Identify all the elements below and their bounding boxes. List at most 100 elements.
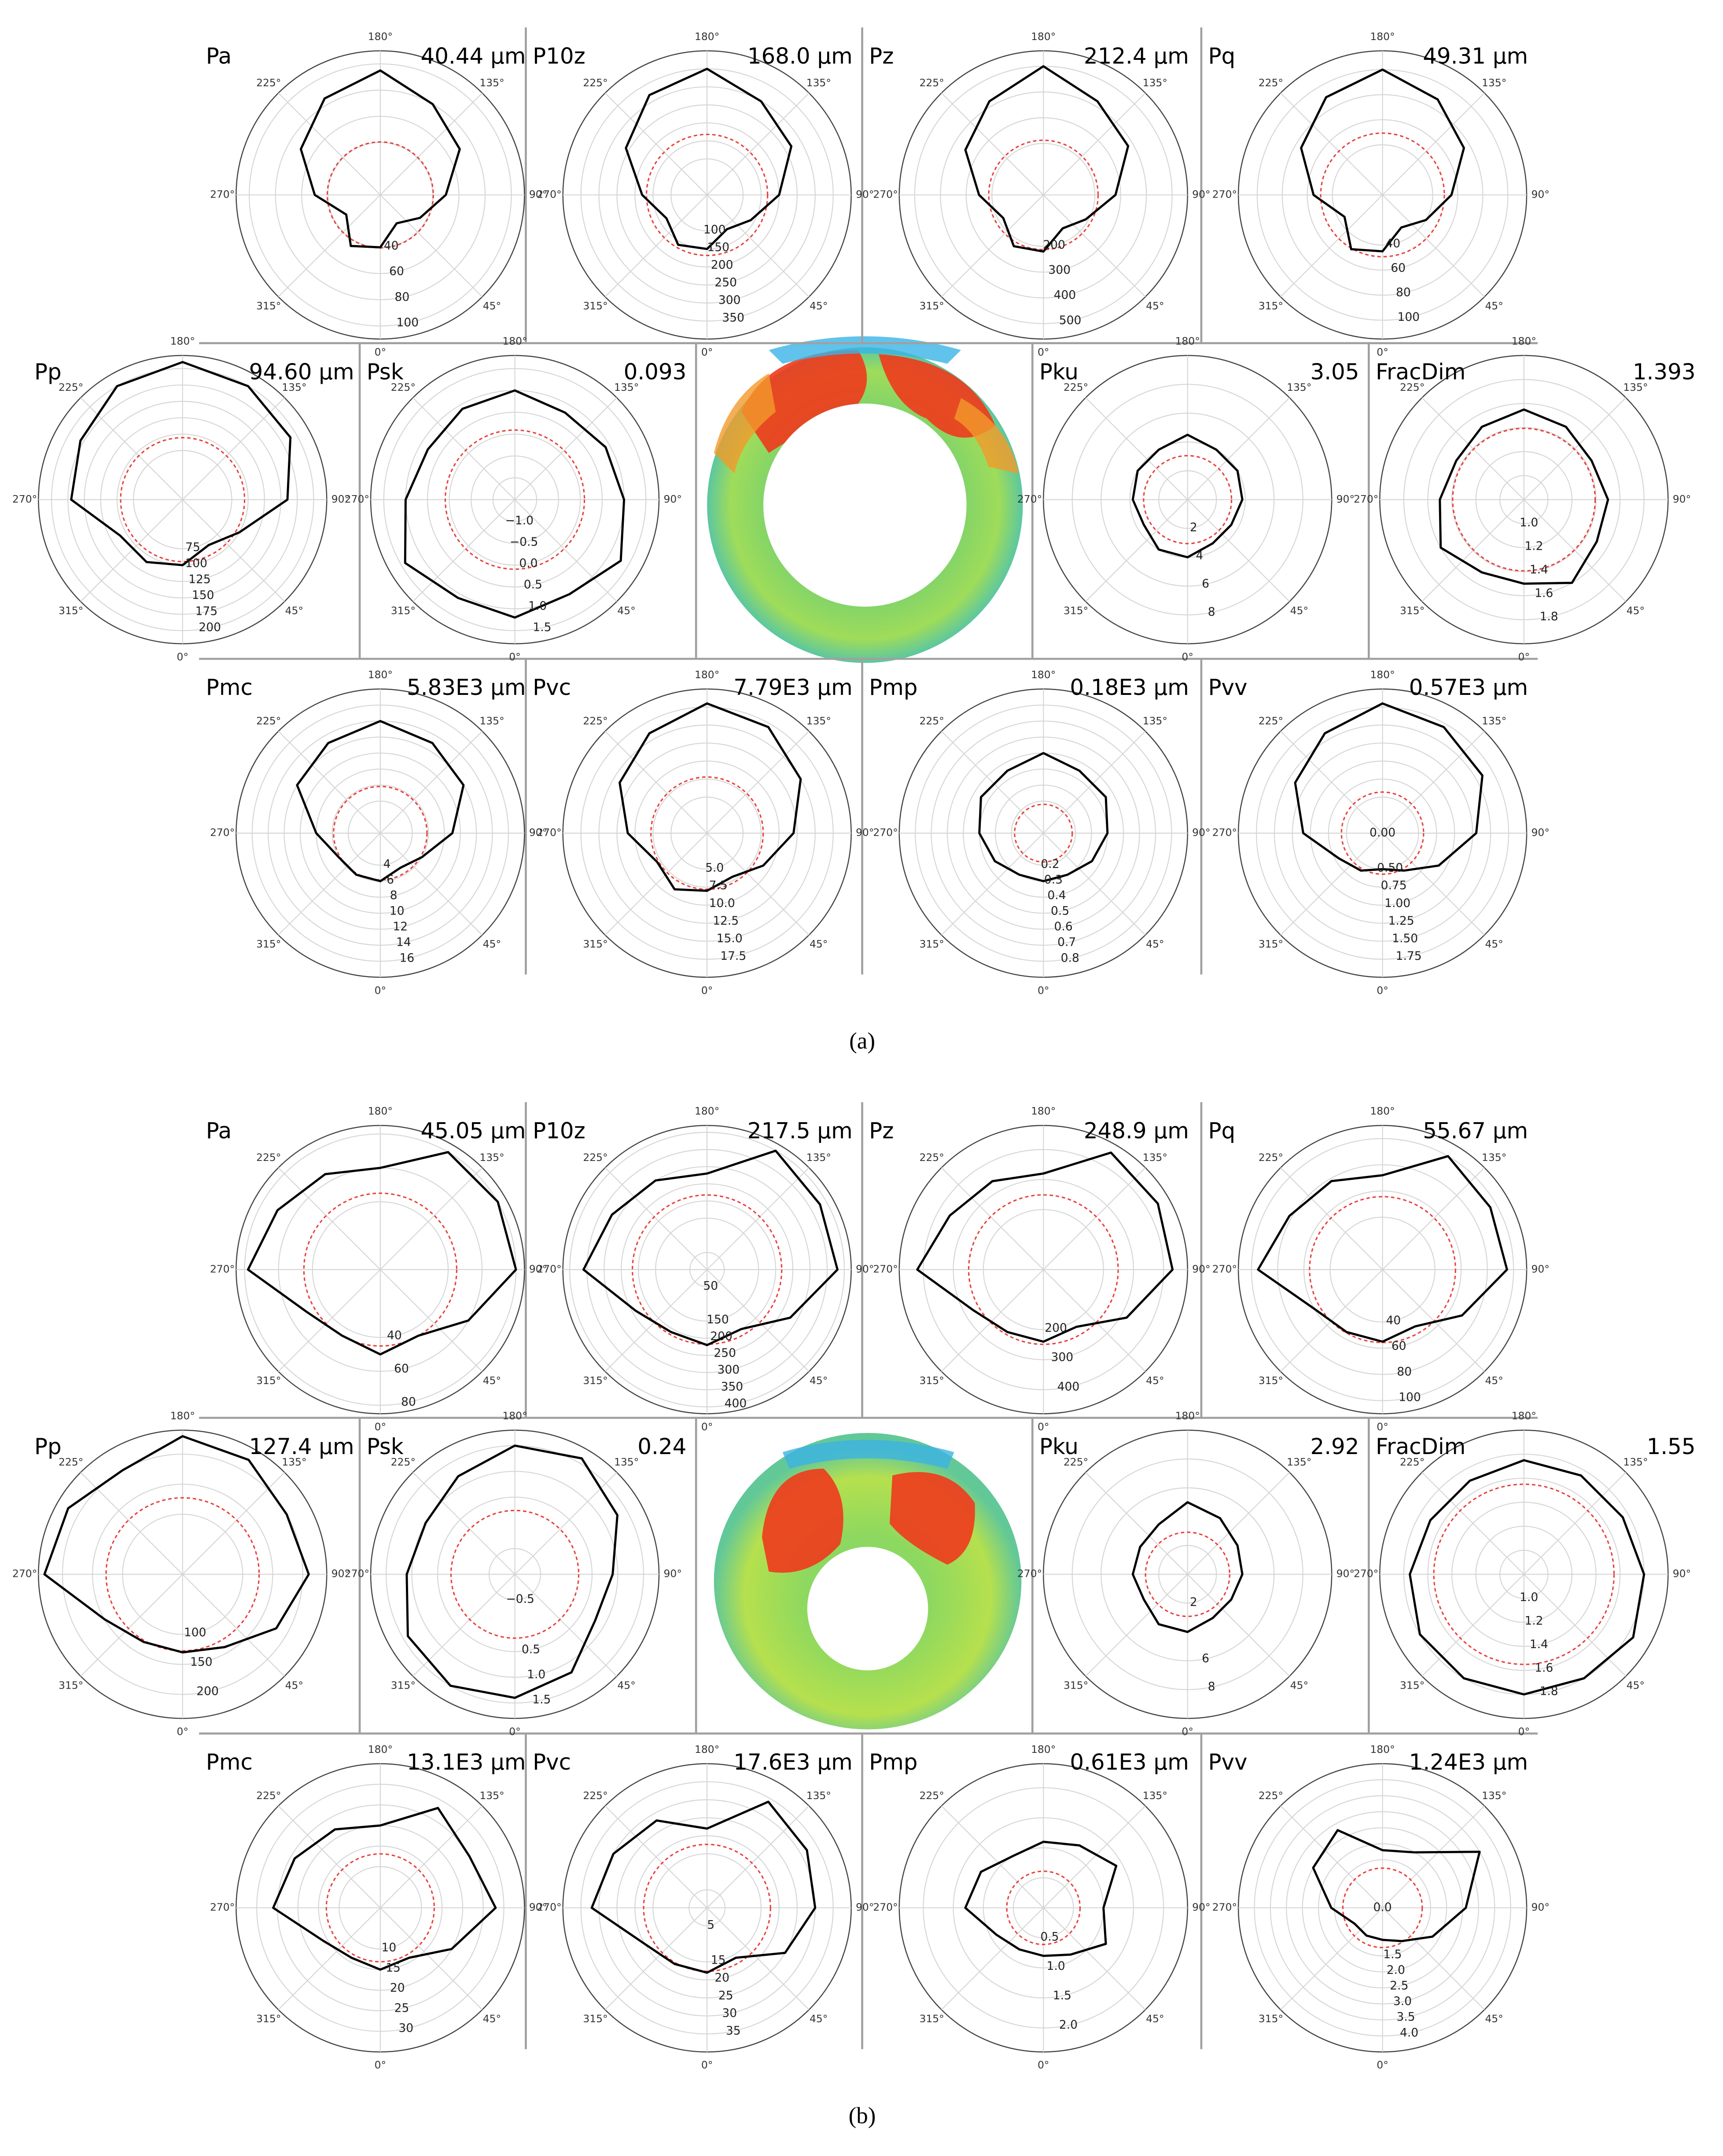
angle-label: 270° (537, 1263, 561, 1275)
radial-tick-label: 350 (722, 311, 744, 325)
mean-circle (120, 437, 246, 562)
grid-spoke (707, 1907, 810, 2010)
angle-label: 135° (1623, 1456, 1648, 1468)
grid-spoke (1187, 1472, 1290, 1575)
parameter-name: Pvc (533, 1749, 571, 1775)
radial-tick-label: 2 (1190, 1595, 1197, 1609)
parameter-value: 7.79E3 µm (733, 675, 852, 700)
angle-label: 0° (701, 346, 713, 358)
parameter-name: Pp (34, 359, 62, 385)
angle-label: 90° (1673, 1568, 1691, 1580)
grid-spoke (1085, 1472, 1188, 1575)
angle-label: 90° (1192, 826, 1210, 839)
grid-spoke (514, 1472, 617, 1575)
radial-tick-label: 1.0 (527, 1668, 545, 1682)
angle-label: 45° (810, 2013, 828, 2025)
angle-label: 270° (210, 1263, 235, 1275)
angle-label: 0° (701, 2059, 713, 2071)
grid-spoke (604, 1269, 707, 1372)
radial-tick-label: 75 (185, 540, 200, 554)
angle-label: 225° (919, 715, 944, 727)
angle-label: 135° (1482, 1151, 1506, 1164)
parameter-name: Pvc (533, 675, 571, 700)
parameter-value: 212.4 µm (1084, 44, 1189, 69)
angle-label: 0° (375, 1421, 387, 1433)
profile-trace (296, 720, 465, 882)
polar-chart: 0° 45° 90° 135° 180° 225° 270° 315° 1.0 1.2 1.4 1.6… (1354, 1410, 1696, 1737)
grid-spoke (604, 1805, 707, 1908)
mean-circle (1320, 132, 1445, 257)
radial-tick-label: 350 (721, 1380, 744, 1393)
angle-label: 225° (1064, 381, 1088, 393)
angle-label: 225° (583, 77, 607, 89)
grid-spoke (1280, 1805, 1383, 1908)
radial-tick-label: 20 (390, 1981, 405, 1995)
angle-label: 180° (368, 668, 393, 681)
angle-label: 0° (1038, 1421, 1049, 1433)
polar-chart: 0° 45° 90° 135° 180° 225° 270° 315° 40 60 80 Pa 45.0… (206, 1105, 547, 1433)
grid-spoke (1382, 1805, 1485, 1908)
angle-label: 270° (1212, 1901, 1237, 1914)
angle-label: 270° (345, 493, 369, 505)
angle-label: 270° (12, 1568, 37, 1580)
radial-tick-label: 1.5 (533, 621, 551, 634)
angle-label: 315° (59, 604, 83, 617)
grid-spoke (380, 1269, 483, 1372)
mean-circle (1342, 1867, 1423, 1948)
radial-tick-label: 0.5 (522, 1642, 540, 1656)
polar-chart: 0° 45° 90° 135° 180° 225° 270° 315° 0.00 0.50 0.75… (1208, 668, 1549, 996)
angle-label: 135° (479, 77, 504, 89)
parameter-name: P10z (533, 1118, 585, 1144)
grid-spoke (1524, 1472, 1627, 1575)
polar-chart: 0° 45° 90° 135° 180° 225° 270° 315° 200 300 400 Pz 2… (869, 1105, 1210, 1433)
angle-label: 90° (529, 1901, 547, 1914)
grid-spoke (412, 397, 515, 500)
angle-label: 270° (1354, 493, 1378, 505)
grid-spoke (1280, 731, 1383, 834)
radial-tick-label: 25 (718, 1989, 733, 2002)
radial-tick-label: 10 (390, 904, 405, 918)
radial-tick-label: 200 (196, 1685, 219, 1698)
radial-tick-label: 7.5 (709, 879, 728, 893)
angle-label: 45° (617, 1679, 635, 1691)
grid-spoke (1421, 397, 1524, 500)
angle-label: 315° (1064, 1679, 1088, 1691)
angle-label: 225° (1259, 715, 1283, 727)
angle-label: 45° (1485, 300, 1503, 312)
grid-spoke (1187, 499, 1290, 602)
radial-tick-label: 5.0 (705, 861, 724, 875)
angle-label: 225° (59, 381, 83, 393)
angle-label: 180° (1512, 1410, 1536, 1422)
angle-label: 315° (919, 938, 944, 950)
radial-tick-label: 60 (1392, 1339, 1406, 1353)
angle-label: 270° (873, 826, 898, 839)
parameter-name: Pku (1039, 359, 1079, 385)
angle-label: 180° (1512, 335, 1536, 347)
angle-label: 135° (479, 1151, 504, 1164)
parameter-value: 40.44 µm (421, 44, 526, 69)
angle-label: 135° (806, 1789, 831, 1802)
angle-label: 225° (1400, 1456, 1425, 1468)
angle-label: 270° (1017, 1568, 1042, 1580)
radial-tick-label: 20 (714, 1971, 729, 1985)
radial-tick-label: 100 (184, 1626, 206, 1639)
radial-tick-label: 1.0 (528, 599, 547, 613)
radial-tick-label: 40 (1386, 1314, 1401, 1327)
radial-tick-label: 200 (710, 1330, 733, 1343)
parameter-value: 5.83E3 µm (407, 675, 526, 700)
radial-tick-label: 60 (389, 264, 404, 278)
angle-label: 90° (856, 188, 874, 200)
radial-tick-label: 1.2 (1524, 1614, 1543, 1628)
angle-label: 0° (1377, 1421, 1388, 1433)
angle-label: 0° (1038, 984, 1049, 996)
angle-label: 90° (856, 1901, 874, 1914)
radial-tick-label: 400 (1057, 1380, 1080, 1393)
angle-label: 0° (1038, 346, 1049, 358)
radial-tick-label: 1.6 (1535, 1661, 1553, 1675)
grid-spoke (380, 92, 483, 195)
radial-tick-label: 4 (383, 857, 391, 871)
angle-label: 0° (177, 1725, 189, 1737)
grid-spoke (1421, 1574, 1524, 1677)
angle-label: 180° (170, 335, 195, 347)
radial-tick-label: 10 (381, 1941, 396, 1954)
